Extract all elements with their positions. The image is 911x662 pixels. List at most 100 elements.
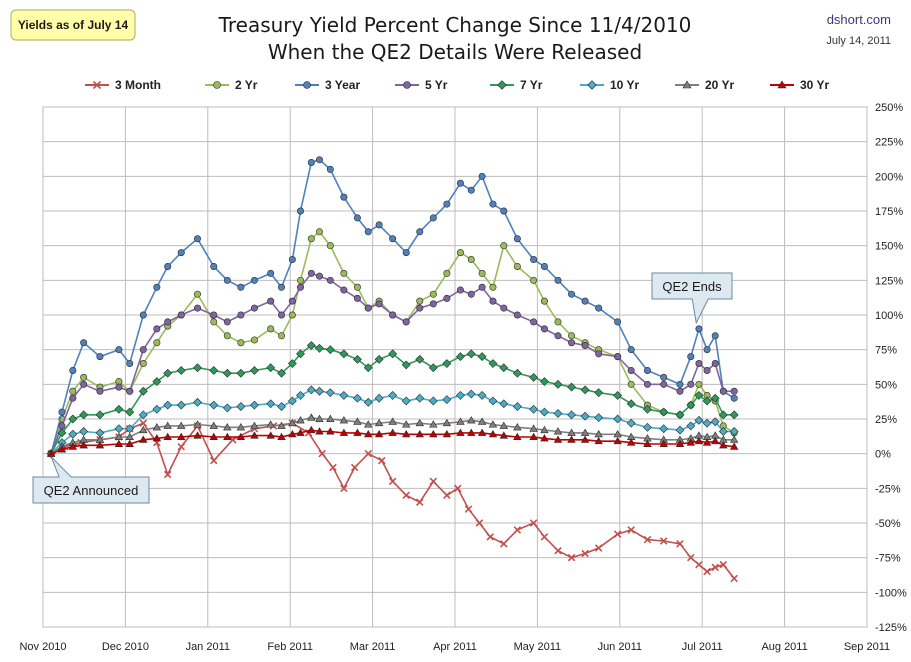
data-point [512, 368, 522, 378]
data-point [694, 436, 704, 445]
data-point [627, 526, 635, 534]
data-point [467, 256, 475, 264]
data-point [499, 363, 509, 373]
x-tick-label: Mar 2011 [350, 641, 396, 653]
series-3-year [47, 156, 738, 458]
data-point [643, 366, 651, 374]
legend-label: 3 Year [325, 78, 360, 92]
data-point [428, 396, 438, 406]
data-point [729, 410, 739, 420]
data-point [553, 379, 563, 389]
data-point [375, 300, 383, 308]
data-point [237, 339, 245, 347]
chart-subtitle: When the QE2 Details Were Released [268, 40, 642, 64]
x-tick-label: Nov 2010 [19, 641, 66, 653]
data-point [353, 417, 362, 425]
data-point [467, 428, 476, 436]
data-point [193, 397, 202, 407]
data-point [401, 420, 411, 428]
data-point [695, 560, 703, 569]
data-point [513, 423, 522, 431]
legend-item: 3 Month [85, 78, 161, 92]
data-point [163, 400, 173, 410]
data-point [210, 318, 218, 326]
data-point [306, 385, 316, 395]
data-point [567, 553, 576, 562]
data-point [193, 431, 202, 439]
data-point [364, 420, 373, 428]
data-point [643, 439, 652, 447]
data-point [659, 407, 669, 417]
legend-label: 5 Yr [425, 78, 448, 92]
data-point [209, 421, 218, 429]
data-point [46, 449, 56, 457]
data-point [687, 380, 695, 388]
data-point [374, 418, 384, 427]
data-point [415, 429, 424, 438]
data-point [627, 380, 635, 388]
y-tick-label: 0% [875, 449, 891, 461]
data-point [730, 574, 738, 583]
data-point [223, 332, 231, 340]
data-point [139, 360, 147, 368]
legend-item: 5 Yr [395, 78, 448, 92]
data-point [163, 368, 173, 378]
data-point [554, 332, 562, 340]
data-point [497, 80, 507, 90]
data-point [686, 438, 696, 446]
data-point [139, 311, 147, 319]
data-point [595, 304, 603, 312]
legend-label: 30 Yr [800, 78, 829, 92]
data-point [513, 526, 522, 534]
date-label: July 14, 2011 [826, 35, 891, 47]
data-point [339, 428, 349, 436]
legend-label: 10 Yr [610, 78, 639, 92]
data-point [68, 442, 78, 450]
chart-title: Treasury Yield Percent Change Since 11/4… [218, 13, 692, 37]
data-point [676, 387, 684, 395]
data-point [307, 235, 315, 243]
data-point [139, 346, 147, 354]
data-point [210, 311, 218, 319]
data-point [499, 399, 509, 409]
series-5-yr [47, 269, 738, 458]
data-point [553, 409, 563, 418]
data-point [69, 394, 77, 402]
data-point [378, 456, 386, 465]
data-point [236, 368, 246, 378]
data-point [613, 414, 623, 424]
data-point [80, 380, 88, 388]
y-tick-label: 125% [875, 275, 903, 287]
data-point [594, 413, 604, 423]
data-point [115, 383, 123, 391]
data-point [643, 422, 652, 432]
data-point [442, 395, 452, 405]
data-point [686, 421, 696, 431]
data-point [296, 416, 305, 424]
data-point [500, 304, 508, 312]
data-point [777, 80, 787, 89]
data-point [340, 193, 348, 201]
data-point [456, 286, 464, 294]
y-tick-label: 250% [875, 102, 903, 114]
data-point [455, 391, 465, 400]
series-layer [46, 156, 739, 583]
data-point [278, 332, 286, 340]
legend-item: 7 Yr [490, 78, 543, 92]
data-point [540, 262, 548, 270]
data-point [416, 304, 424, 312]
data-point [364, 429, 373, 438]
data-point [267, 297, 275, 305]
data-point [364, 449, 373, 458]
data-point [57, 445, 67, 453]
x-tick-label: Feb 2011 [267, 641, 313, 653]
data-point [513, 311, 521, 319]
data-point [210, 262, 218, 270]
series-30-yr [46, 425, 739, 457]
data-point [352, 393, 362, 403]
data-point [315, 386, 324, 396]
data-point [568, 339, 576, 347]
data-point [540, 377, 549, 386]
data-point [614, 318, 622, 326]
data-point [719, 560, 728, 569]
